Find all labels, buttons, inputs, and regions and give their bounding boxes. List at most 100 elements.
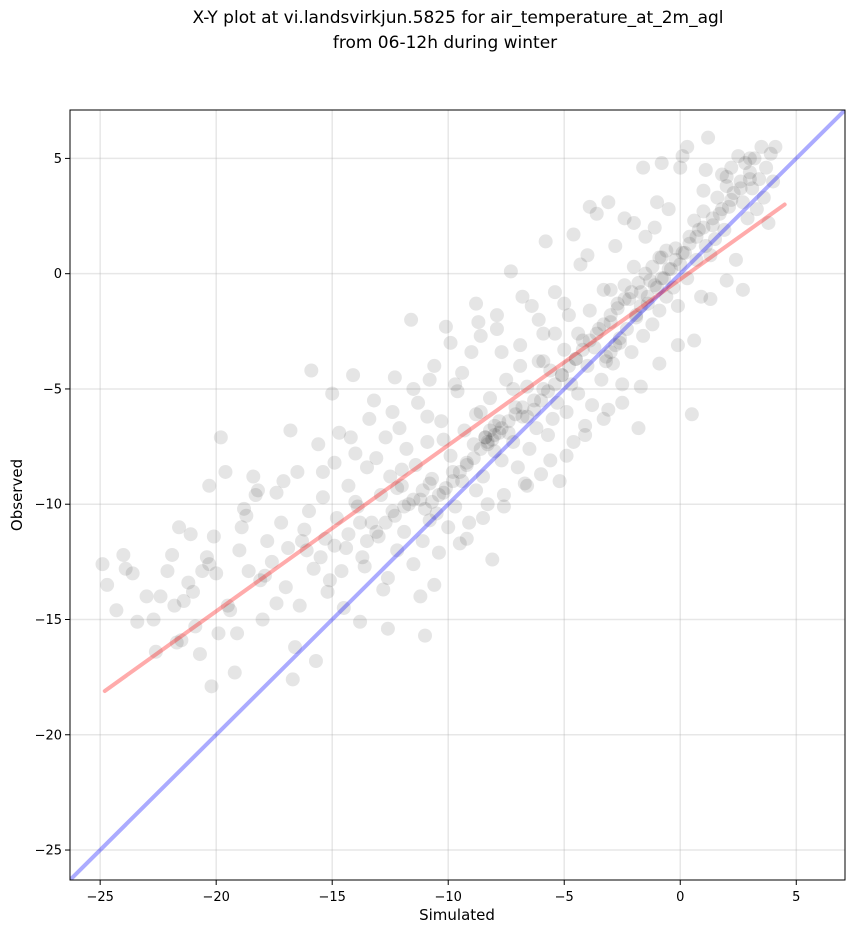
data-point [174,633,189,648]
data-point [527,402,542,417]
data-point [283,423,298,438]
data-point [561,308,576,323]
data-point [654,156,669,171]
data-point [482,423,497,438]
data-point [547,326,562,341]
data-point [199,550,214,565]
data-point [436,432,451,447]
data-point [661,202,676,217]
data-point [582,199,597,214]
data-point [633,285,648,300]
data-point [234,520,249,535]
data-point [438,319,453,334]
data-point [564,377,579,392]
data-point [487,418,502,433]
y-tick-label: −5 [43,382,62,397]
data-point [450,384,465,399]
data-point [445,464,460,479]
data-point [494,345,509,360]
data-point [264,554,279,569]
data-point [747,151,762,166]
data-point [666,280,681,295]
data-point [406,381,421,396]
data-point [295,534,310,549]
data-point [341,527,356,542]
data-point [362,411,377,426]
data-point [617,211,632,226]
data-point [536,354,551,369]
data-point [165,547,180,562]
data-point [582,303,597,318]
data-point [520,409,535,424]
data-point [668,241,683,256]
data-point [496,499,511,514]
data-point [640,289,655,304]
data-point [250,483,265,498]
data-point [241,564,256,579]
data-point [206,529,221,544]
data-point [715,202,730,217]
data-point [288,640,303,655]
data-point [380,621,395,636]
data-point [513,358,528,373]
data-point [422,476,437,491]
data-point [557,296,572,311]
x-tick-label: −20 [202,890,229,905]
data-point [696,204,711,219]
data-point [469,296,484,311]
data-point [390,481,405,496]
data-point [675,245,690,260]
data-point [677,245,692,260]
data-point [350,499,365,514]
data-point [413,589,428,604]
data-point [543,363,558,378]
data-point [731,149,746,164]
data-point [195,564,210,579]
data-point [612,331,627,346]
data-point [281,541,296,556]
data-point [559,448,574,463]
data-point [459,455,474,470]
data-point [571,326,586,341]
data-point [466,451,481,466]
data-point [246,469,261,484]
data-point [448,377,463,392]
data-point [392,421,407,436]
data-point [304,363,319,378]
data-point [422,513,437,528]
data-point [647,278,662,293]
data-point [661,262,676,277]
data-point [724,160,739,175]
data-point [629,308,644,323]
data-point [517,476,532,491]
data-point [599,354,614,369]
data-point [647,220,662,235]
data-point [659,289,674,304]
data-point [587,340,602,355]
data-point [615,395,630,410]
data-point [489,322,504,337]
data-point [188,619,203,634]
data-point [636,328,651,343]
data-point [547,377,562,392]
data-point [631,421,646,436]
data-point [508,400,523,415]
data-point [733,181,748,196]
data-point [650,195,665,210]
data-point [427,577,442,592]
data-point [485,432,500,447]
data-point [578,418,593,433]
data-point [369,524,384,539]
data-point [617,292,632,307]
data-point [608,239,623,254]
y-tick-label: −20 [35,728,62,743]
data-point [480,434,495,449]
data-point [696,220,711,235]
data-point [705,218,720,233]
data-point [478,430,493,445]
data-point [580,358,595,373]
data-point [673,160,688,175]
data-point [531,354,546,369]
data-point [752,172,767,187]
